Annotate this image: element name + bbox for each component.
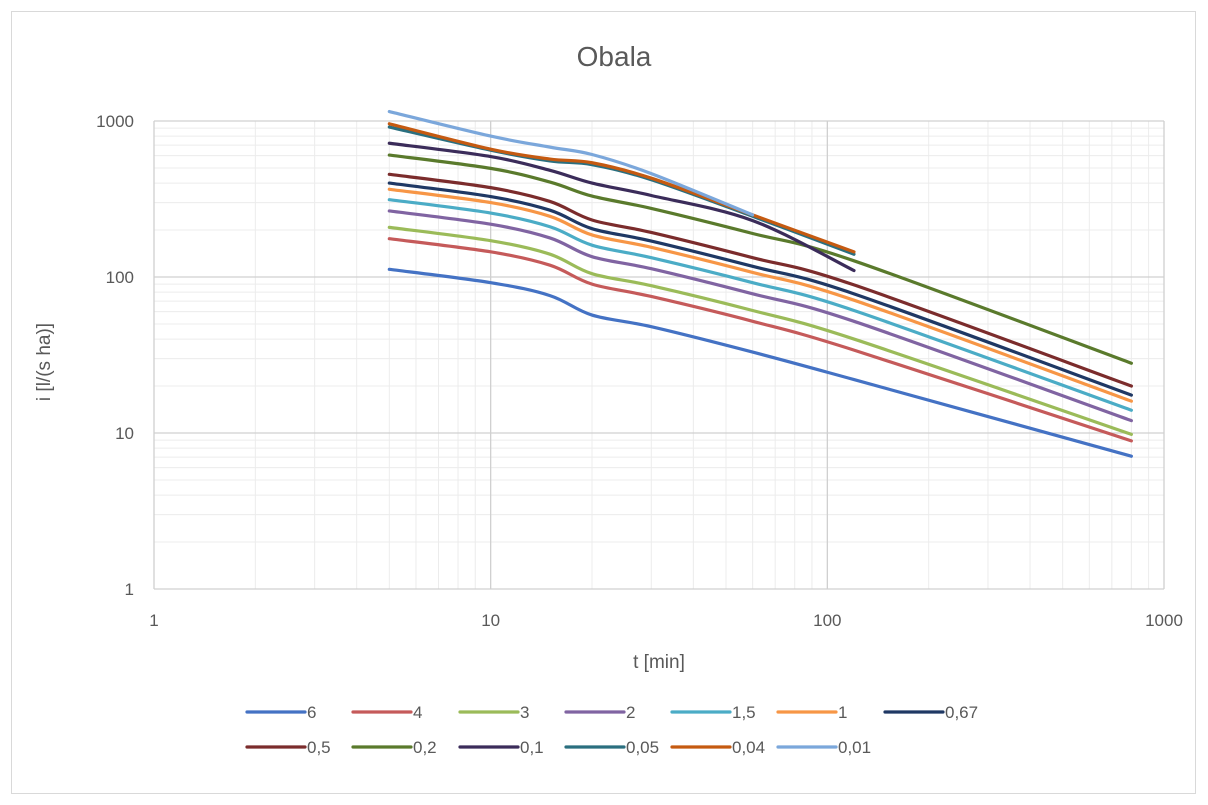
x-tick-label: 1000 xyxy=(1145,611,1183,630)
series-line-1,5 xyxy=(387,198,1133,412)
legend-label: 3 xyxy=(520,703,529,722)
legend-label: 0,05 xyxy=(626,738,659,757)
legend: 6 4 3 2 1,5 1 0,67 0,5 0,2 0,1 0,05 0,04 0,01 xyxy=(245,703,978,757)
legend-label: 0,67 xyxy=(945,703,978,722)
series-line-6 xyxy=(387,267,1133,458)
legend-label: 1 xyxy=(838,703,847,722)
grid xyxy=(153,120,1165,590)
chart-area xyxy=(11,11,1196,794)
series-line-0,04 xyxy=(387,122,856,254)
x-tick-label: 1 xyxy=(149,611,158,630)
legend-label: 0,1 xyxy=(520,738,544,757)
legend-label: 0,04 xyxy=(732,738,765,757)
legend-label: 0,01 xyxy=(838,738,871,757)
series-lines xyxy=(387,109,1133,458)
legend-label: 4 xyxy=(413,703,422,722)
y-tick-label: 100 xyxy=(106,268,134,287)
series-line-0,5 xyxy=(387,172,1133,388)
series-line-1 xyxy=(387,187,1133,403)
x-tick-label: 100 xyxy=(813,611,841,630)
series-line-3 xyxy=(387,225,1133,436)
y-tick-label: 1000 xyxy=(96,112,134,131)
y-tick-label: 10 xyxy=(115,424,134,443)
legend-label: 1,5 xyxy=(732,703,756,722)
series-line-4 xyxy=(387,237,1133,443)
legend-label: 0,5 xyxy=(307,738,331,757)
y-axis-title: i [l/(s ha)] xyxy=(34,323,55,401)
legend-label: 2 xyxy=(626,703,635,722)
series-line-0,1 xyxy=(387,141,856,273)
series-line-0,01 xyxy=(387,109,755,217)
series-line-2 xyxy=(387,209,1133,423)
tick-labels: 1 10 100 1000 1 10 100 1000 xyxy=(96,112,1183,630)
x-tick-label: 10 xyxy=(481,611,500,630)
series-line-0,67 xyxy=(387,181,1133,397)
series-line-0,2 xyxy=(387,153,1133,365)
chart-title: Obala xyxy=(577,41,652,72)
legend-label: 0,2 xyxy=(413,738,437,757)
legend-label: 6 xyxy=(307,703,316,722)
y-tick-label: 1 xyxy=(125,580,134,599)
x-axis-title: t [min] xyxy=(633,652,685,673)
